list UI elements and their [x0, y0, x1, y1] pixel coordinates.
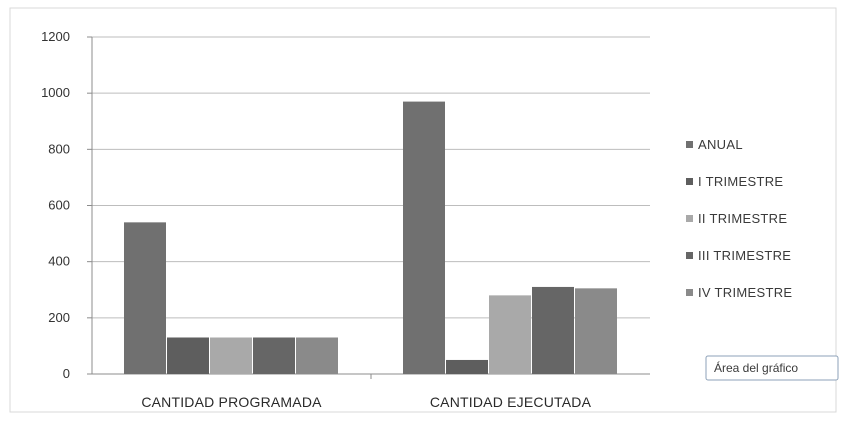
legend-swatch [686, 215, 693, 222]
y-tick-label: 600 [48, 198, 70, 213]
legend-label: III TRIMESTRE [698, 248, 791, 263]
bar[interactable] [167, 337, 209, 374]
bar[interactable] [296, 337, 338, 374]
y-tick-label: 1000 [41, 85, 70, 100]
bar[interactable] [210, 337, 252, 374]
bar[interactable] [575, 288, 617, 374]
y-tick-label: 1200 [41, 29, 70, 44]
x-category-label: CANTIDAD EJECUTADA [430, 394, 592, 410]
y-tick-label: 400 [48, 254, 70, 269]
bar[interactable] [124, 222, 166, 374]
y-tick-label: 800 [48, 141, 70, 156]
legend-swatch [686, 252, 693, 259]
legend-swatch [686, 141, 693, 148]
legend-label: IV TRIMESTRE [698, 285, 792, 300]
y-tick-label: 200 [48, 310, 70, 325]
legend-label: II TRIMESTRE [698, 211, 787, 226]
bar[interactable] [403, 102, 445, 374]
legend-swatch [686, 178, 693, 185]
legend-label: I TRIMESTRE [698, 174, 783, 189]
bar[interactable] [489, 295, 531, 374]
y-tick-label: 0 [63, 366, 70, 381]
bar[interactable] [446, 360, 488, 374]
bar[interactable] [532, 287, 574, 374]
legend-label: ANUAL [698, 137, 743, 152]
legend-swatch [686, 289, 693, 296]
bar[interactable] [253, 337, 295, 374]
tooltip-label: Área del gráfico [714, 360, 798, 375]
x-category-label: CANTIDAD PROGRAMADA [141, 394, 322, 410]
chart-area-tooltip: Área del gráfico [706, 356, 838, 380]
